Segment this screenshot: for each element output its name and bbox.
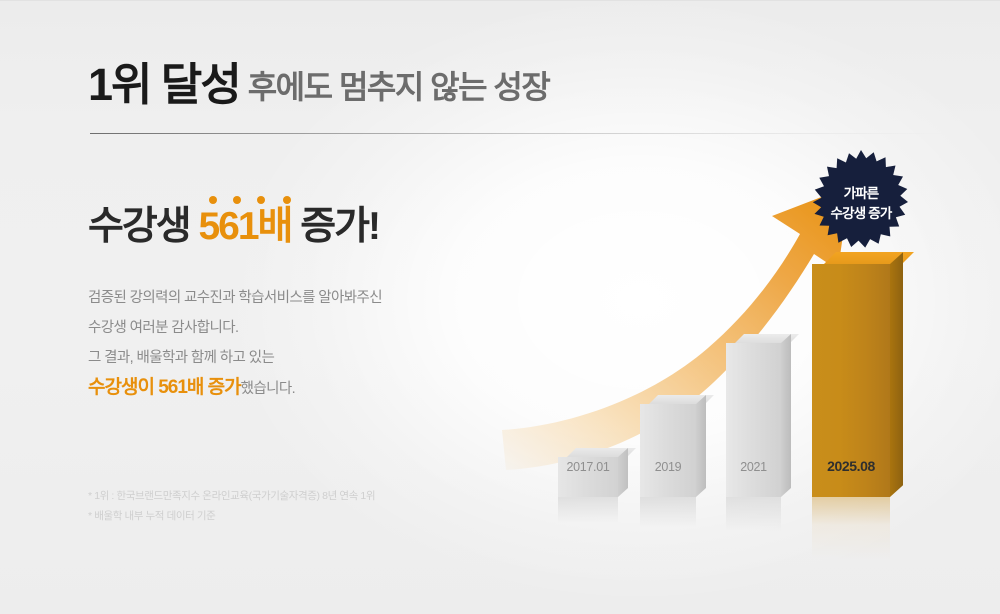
subheadline-prefix: 수강생 [88,205,199,248]
footnotes: * 1위 : 한국브랜드만족지수 온라인교육(국가기술자격증) 8년 연속 1위… [88,486,508,526]
emphasis-dots [205,196,325,208]
headline-light: 후에도 멈추지 않는 성장 [247,69,551,105]
emphasis-dot [209,196,217,204]
bar-front-face [558,457,618,497]
footnote-2: * 배울학 내부 누적 데이터 기준 [88,510,216,522]
bar-front-face [812,264,890,497]
bar-label-2021: 2021 [740,460,767,474]
growth-bar-chart: 2017.01 2019 2021 [500,130,980,559]
bar-side-face [781,333,791,497]
bar-2021: 2021 [726,333,799,531]
headline-divider [90,133,950,134]
bar-2025: 2025.08 [812,252,914,559]
bar-2017: 2017.01 [558,447,636,523]
body-copy: 검증된 강의력의 교수진과 학습서비스를 알아봐주신 수강생 여러분 감사합니다… [88,283,488,404]
bar-2019: 2019 [640,394,714,527]
bar-group: 2017.01 2019 2021 [500,130,980,559]
bar-reflection [726,497,781,531]
bar-label-2025: 2025.08 [827,458,875,474]
status-badge: 가파른 수강생 증가 [805,148,917,260]
footnote-1: * 1위 : 한국브랜드만족지수 온라인교육(국가기술자격증) 8년 연속 1위 [88,490,376,502]
body-line-4-tail: 했습니다. [240,381,296,397]
emphasis-dot [283,196,291,204]
bar-front-face [640,404,696,497]
bar-reflection [640,497,696,527]
body-line-4: 수강생이 561배 증가했습니다. [88,373,488,404]
top-border-line [0,0,1000,1]
body-line-3: 그 결과, 배울학과 함께 하고 있는 [88,350,275,366]
body-line-1: 검증된 강의력의 교수진과 학습서비스를 알아봐주신 [88,290,383,306]
bar-side-face [890,252,903,497]
bar-label-2017: 2017.01 [566,460,610,474]
body-line-4-highlight: 수강생이 561배 증가 [88,377,242,398]
emphasis-dot [233,196,241,204]
growth-arrow [500,130,980,550]
subheadline: 수강생 561배 증가! [88,205,381,249]
page-title: 1위 달성 후에도 멈추지 않는 성장 [88,59,551,110]
bar-side-face [696,394,706,497]
bar-label-2019: 2019 [654,460,682,474]
headline-strong: 1위 달성 [88,59,242,110]
emphasis-dot [257,196,265,204]
bar-reflection [812,497,890,559]
starburst-icon [812,150,908,248]
subheadline-suffix: 증가! [291,205,381,248]
bar-reflection [558,497,618,523]
bar-side-face [618,447,628,497]
body-line-2: 수강생 여러분 감사합니다. [88,320,239,336]
subheadline-highlight: 561배 [198,205,293,248]
bar-front-face [726,343,781,497]
